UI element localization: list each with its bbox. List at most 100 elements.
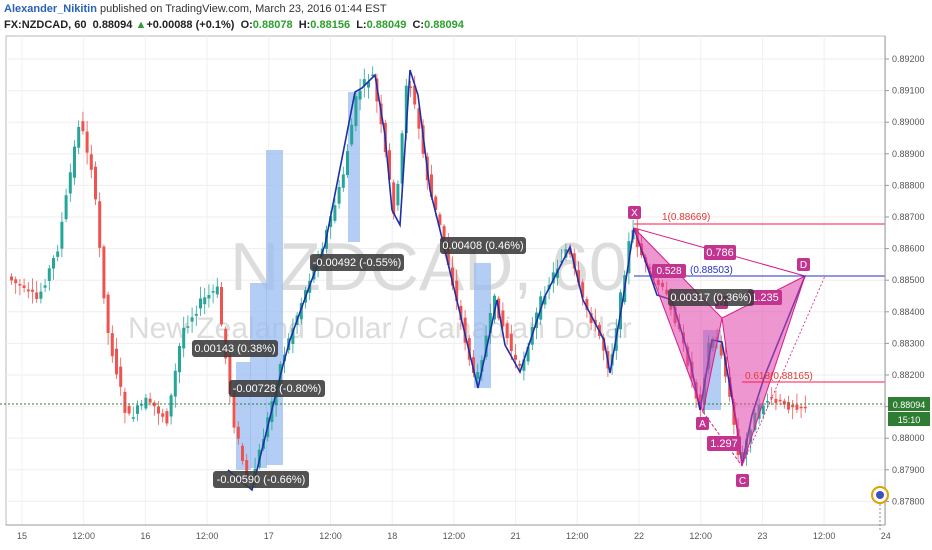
candle [409, 80, 412, 98]
countdown: 15:10 [898, 415, 921, 425]
candle [509, 324, 513, 360]
candle [551, 262, 555, 293]
candle [299, 297, 303, 325]
point-x: X [628, 206, 641, 219]
candle [68, 163, 72, 202]
svg-text:A: A [699, 419, 706, 430]
candle [140, 399, 144, 411]
candle [501, 302, 505, 330]
time-tick-label: 12:00 [72, 531, 95, 541]
candle [123, 387, 127, 424]
candle [182, 316, 186, 358]
candle [522, 351, 526, 381]
alert-clock-icon[interactable] [871, 486, 889, 530]
candle [199, 286, 202, 316]
candle [337, 180, 341, 209]
symbol-line: FX:NZDCAD, 60 0.88094 ▲+0.00088 (+0.1%) … [4, 19, 464, 31]
symbol-label[interactable]: FX:NZDCAD, 60 [4, 19, 87, 31]
measure-box [250, 283, 267, 468]
point-d: D [797, 258, 810, 271]
candle [341, 166, 345, 192]
price-tick-label: 0.89000 [892, 117, 925, 127]
high-value: 0.88156 [310, 19, 351, 31]
close-value: 0.88094 [424, 19, 464, 31]
time-tick-label: 16 [140, 531, 150, 541]
svg-text:0.00408 (0.46%): 0.00408 (0.46%) [442, 240, 523, 252]
current-price-tag: 0.88094 15:10 [888, 397, 930, 426]
last-price: 0.88094 [92, 19, 133, 31]
candle [371, 66, 375, 79]
candle [102, 244, 106, 304]
time-scale[interactable]: 15 12:00 16 12:00 17 12:00 18 12:00 21 12:00 22 12:… [6, 524, 891, 541]
time-tick-label: 15 [17, 531, 27, 541]
candle [211, 284, 215, 304]
candle [215, 277, 219, 299]
price-scale[interactable]: 0.89200 0.89100 0.89000 0.88900 0.88800 0.887… [884, 36, 925, 525]
low-value: 0.88049 [366, 19, 407, 31]
candle [173, 363, 177, 408]
candle [207, 284, 211, 308]
candle [413, 75, 417, 110]
svg-text:0.00143 (0.38%): 0.00143 (0.38%) [194, 343, 275, 355]
author-link[interactable]: Alexander_Nikitin [4, 3, 97, 15]
chart-header: Alexander_Nikitin published on TradingVi… [0, 0, 932, 34]
candle [362, 68, 366, 98]
candle [476, 363, 480, 384]
candle [152, 400, 156, 416]
candle [194, 305, 198, 327]
candle [354, 93, 358, 132]
measure-label: 0.00408 (0.46%) [440, 237, 526, 254]
price-tick-label: 0.88900 [892, 149, 925, 159]
candle [22, 278, 26, 293]
publish-line: Alexander_Nikitin published on TradingVi… [4, 3, 387, 15]
ratio-tag-1235: 1.235 [748, 290, 782, 305]
svg-text:0.786: 0.786 [706, 247, 734, 259]
price-tick-label: 0.89200 [892, 54, 925, 64]
price-tick-label: 0.88600 [892, 244, 925, 254]
candle [518, 360, 522, 372]
candle [236, 421, 240, 445]
candle [463, 309, 467, 351]
candle [589, 307, 593, 331]
candle [110, 325, 114, 363]
candle [455, 269, 459, 310]
svg-text:0.00317 (0.36%): 0.00317 (0.36%) [670, 292, 751, 304]
measure-label: -0.00728 (-0.80%) [229, 380, 325, 397]
svg-text:C: C [739, 476, 746, 487]
candle [488, 303, 492, 344]
candle [157, 401, 160, 425]
candle [14, 276, 18, 294]
price-tick-label: 0.88300 [892, 338, 925, 348]
candle [346, 144, 349, 178]
candle [148, 392, 152, 406]
ratio-tag-0528: 0.528 [652, 264, 686, 278]
candle [35, 280, 39, 303]
candle [799, 404, 803, 418]
candle [220, 281, 223, 327]
svg-text:-0.00590 (-0.66%): -0.00590 (-0.66%) [217, 474, 306, 486]
candle [85, 120, 89, 165]
candle [31, 278, 34, 304]
time-tick-label: 12:00 [196, 531, 219, 541]
point-c: C [736, 474, 749, 487]
price-tick-label: 0.88400 [892, 307, 925, 317]
candle [241, 442, 244, 465]
price-tick-label: 0.88800 [892, 180, 925, 190]
candle [400, 130, 404, 190]
candle [190, 307, 194, 333]
time-tick-label: 22 [634, 531, 644, 541]
price-tick-label: 0.88700 [892, 212, 925, 222]
candle [770, 387, 774, 406]
candle [64, 188, 68, 223]
price-tick-label: 0.88500 [892, 275, 925, 285]
candle [161, 408, 165, 423]
time-tick-label: 12:00 [443, 531, 466, 541]
ratio-tag-0786: 0.786 [704, 245, 736, 260]
candle [43, 278, 47, 293]
candle [333, 197, 337, 224]
candle [119, 357, 123, 396]
level-0618-label: 0.618(0.88165) [745, 371, 813, 382]
svg-text:0.528: 0.528 [656, 266, 681, 277]
candle [203, 287, 207, 315]
